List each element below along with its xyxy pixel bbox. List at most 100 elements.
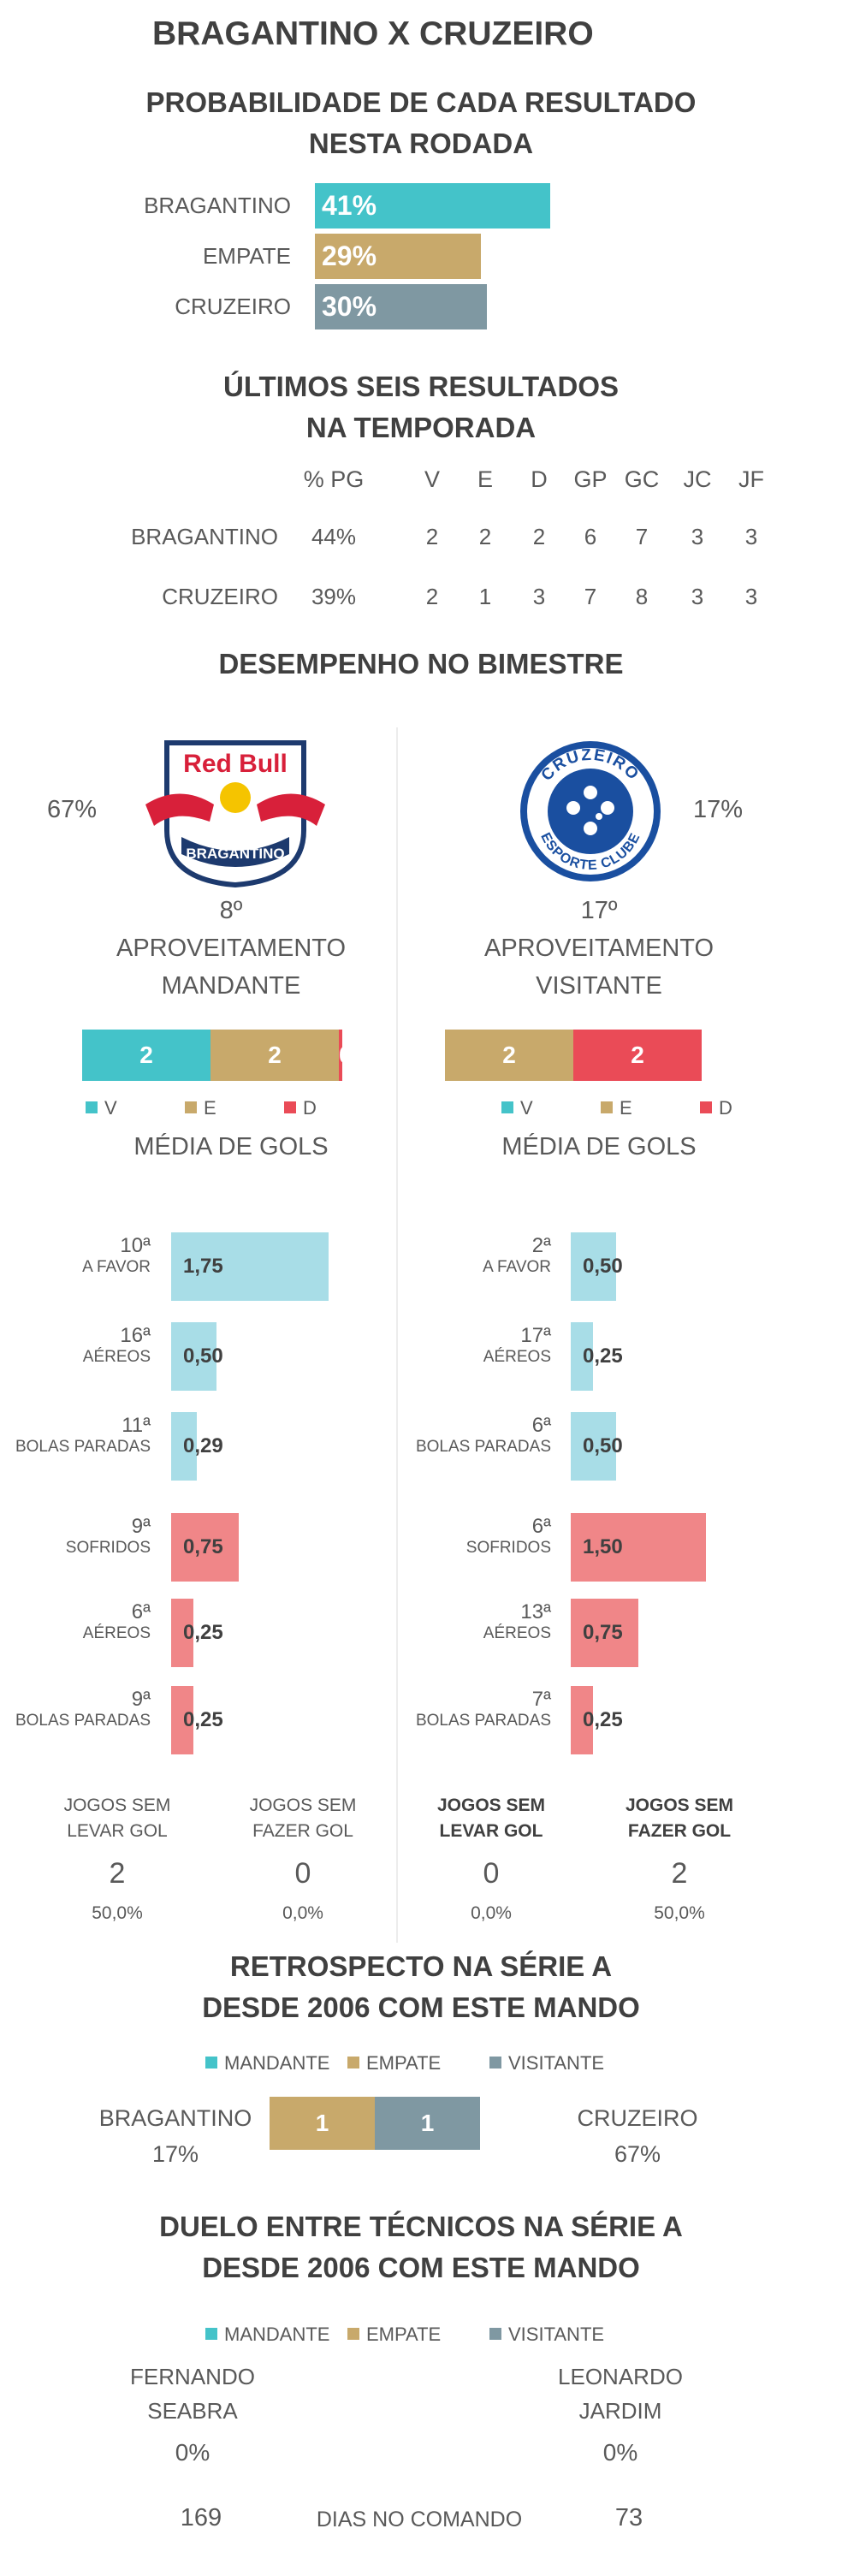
- stat-value: 0,50: [183, 1344, 223, 1368]
- legend-swatch: [601, 1101, 613, 1114]
- stat-label: BOLAS PARADAS: [15, 1438, 151, 1456]
- jogos-pct: 0,0%: [471, 1903, 512, 1923]
- prob-category-label: BRAGANTINO: [144, 193, 291, 218]
- stat-value: 0,29: [183, 1434, 223, 1457]
- stat-rank: 17ª: [520, 1324, 551, 1347]
- stat-bar: [571, 1412, 616, 1481]
- stat-value: 0,25: [183, 1708, 223, 1731]
- table-header: D: [531, 466, 548, 492]
- stat-label: BOLAS PARADAS: [15, 1712, 151, 1730]
- away-rank: 17º: [580, 897, 618, 924]
- stat-bar: [571, 1513, 706, 1582]
- ultimos-title-1: ÚLTIMOS SEIS RESULTADOS: [222, 371, 620, 402]
- stat-value: 0,50: [583, 1434, 623, 1457]
- home-stack-segment-d: 0: [339, 1030, 342, 1081]
- duelo-home-pct: 0%: [175, 2439, 210, 2466]
- legend-swatch: [700, 1101, 712, 1114]
- legend-label: MANDANTE: [224, 2052, 330, 2074]
- prob-category-label: EMPATE: [202, 243, 291, 269]
- home-aprov-label-2: MANDANTE: [161, 972, 301, 1000]
- legend-label: E: [204, 1097, 216, 1119]
- stat-rank: 11ª: [122, 1414, 151, 1437]
- retro-away-pct: 67%: [614, 2141, 661, 2167]
- legend-swatch: [501, 1101, 513, 1114]
- stat-value: 0,25: [183, 1621, 223, 1644]
- table-cell: 7: [584, 584, 597, 609]
- jogos-label-1: JOGOS SEM: [63, 1795, 171, 1815]
- bragantino-logo: Red Bull BRAGANTINO: [128, 736, 342, 888]
- legend-swatch: [489, 2057, 501, 2069]
- prob-bar: [315, 183, 550, 229]
- stat-value: 0,75: [583, 1621, 623, 1644]
- table-cell: 7: [635, 524, 649, 549]
- home-stack-segment-e: 2: [210, 1030, 339, 1081]
- legend-label: VISITANTE: [508, 2052, 605, 2074]
- retrospecto-title-2: DESDE 2006 COM ESTE MANDO: [202, 1991, 640, 2023]
- legend-swatch: [347, 2057, 359, 2069]
- duelo-title-1: DUELO ENTRE TÉCNICOS NA SÉRIE A: [159, 2211, 683, 2242]
- stat-rank: 6ª: [131, 1600, 151, 1623]
- legend-label: D: [719, 1097, 732, 1119]
- jogos-value: 2: [671, 1857, 688, 1890]
- duelo-legend-item: VISITANTE: [489, 2324, 604, 2346]
- legend-swatch: [205, 2328, 217, 2341]
- stat-rank: 9ª: [131, 1688, 151, 1711]
- jogos-pct: 0,0%: [282, 1903, 323, 1923]
- legend-label: VISITANTE: [508, 2324, 605, 2345]
- away-legend-item: E: [601, 1097, 632, 1119]
- stat-bar: [571, 1322, 594, 1391]
- table-cell: 6: [584, 524, 597, 549]
- table-cell: 3: [691, 584, 704, 609]
- stat-rank: 13ª: [520, 1600, 551, 1623]
- duelo-legend-item: EMPATE: [347, 2324, 441, 2346]
- prob-bar-value: 41%: [322, 190, 377, 221]
- duelo-home-coach-1: FERNANDO: [130, 2364, 255, 2389]
- jogos-label-1: JOGOS SEM: [436, 1795, 546, 1815]
- table-cell: 3: [532, 584, 546, 609]
- stat-label: AÉREOS: [483, 1624, 551, 1642]
- retro-legend-item: EMPATE: [347, 2052, 441, 2074]
- stat-label: A FAVOR: [483, 1258, 551, 1276]
- table-header: V: [424, 466, 440, 492]
- duelo-title-2: DESDE 2006 COM ESTE MANDO: [202, 2252, 640, 2283]
- home-pct: 67%: [47, 796, 98, 823]
- table-header: E: [477, 466, 493, 492]
- stat-value: 0,50: [583, 1255, 623, 1278]
- stat-rank: 7ª: [531, 1688, 551, 1711]
- stat-value: 0,75: [183, 1535, 223, 1558]
- stat-bar: [571, 1232, 616, 1301]
- retrospecto-title-1: RETROSPECTO NA SÉRIE A: [229, 1950, 613, 1982]
- table-cell: 8: [635, 584, 649, 609]
- table-header: JC: [683, 466, 712, 492]
- table-cell: 2: [425, 524, 439, 549]
- prob-bar: [315, 234, 482, 279]
- stat-bar: [171, 1513, 239, 1582]
- home-legend-item: E: [185, 1097, 216, 1119]
- legend-swatch: [347, 2328, 359, 2341]
- table-cell: 2: [425, 584, 439, 609]
- jogos-label-2: FAZER GOL: [252, 1821, 353, 1841]
- stat-label: BOLAS PARADAS: [415, 1712, 551, 1730]
- stat-bar: [571, 1599, 638, 1667]
- retro-away-team: CRUZEIRO: [577, 2105, 698, 2131]
- legend-label: E: [620, 1097, 632, 1119]
- jogos-pct: 50,0%: [654, 1903, 705, 1923]
- legend-label: V: [520, 1097, 533, 1119]
- away-stack-segment-d: 2: [573, 1030, 702, 1081]
- jogos-label-1: JOGOS SEM: [625, 1795, 734, 1815]
- duelo-away-pct: 0%: [602, 2439, 638, 2466]
- home-rank: 8º: [219, 897, 243, 924]
- legend-label: V: [104, 1097, 117, 1119]
- retro-home-pct: 17%: [151, 2141, 199, 2167]
- legend-label: D: [303, 1097, 317, 1119]
- table-row-team: BRAGANTINO: [131, 524, 278, 549]
- probabilidade-title-2: NESTA RODADA: [308, 128, 534, 159]
- table-header: GP: [573, 466, 608, 492]
- stat-rank: 16ª: [120, 1324, 151, 1347]
- home-legend-item: V: [86, 1097, 117, 1119]
- stat-rank: 2ª: [531, 1234, 551, 1257]
- bragantino-logo-text-bottom: BRAGANTINO: [186, 846, 284, 862]
- legend-swatch: [205, 2057, 217, 2069]
- table-cell: 3: [691, 524, 704, 549]
- jogos-value: 2: [109, 1857, 126, 1890]
